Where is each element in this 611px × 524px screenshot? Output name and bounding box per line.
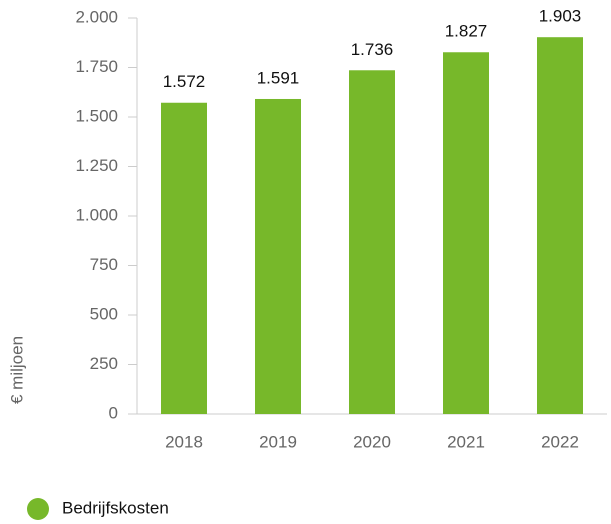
bar bbox=[537, 37, 583, 415]
x-tick-label: 2021 bbox=[447, 432, 485, 451]
x-tick-label: 2019 bbox=[259, 432, 297, 451]
data-label: 1.572 bbox=[163, 72, 206, 91]
y-tick-label: 0 bbox=[109, 403, 118, 422]
y-tick-label: 250 bbox=[90, 354, 118, 373]
y-tick-label: 1.250 bbox=[75, 156, 118, 175]
legend-swatch bbox=[27, 498, 49, 520]
data-label: 1.591 bbox=[257, 68, 300, 87]
data-label: 1.736 bbox=[351, 40, 394, 59]
y-tick-label: 1.750 bbox=[75, 57, 118, 76]
y-tick-label: 2.000 bbox=[75, 7, 118, 26]
data-label: 1.827 bbox=[445, 22, 488, 41]
y-tick-label: 500 bbox=[90, 304, 118, 323]
legend-label: Bedrijfskosten bbox=[62, 498, 169, 517]
bar bbox=[161, 102, 207, 414]
x-tick-label: 2022 bbox=[541, 432, 579, 451]
data-label: 1.903 bbox=[539, 7, 582, 26]
y-tick-label: 1.000 bbox=[75, 205, 118, 224]
y-axis-label: € miljoen bbox=[7, 336, 26, 404]
bar bbox=[255, 98, 301, 415]
bar bbox=[443, 52, 489, 415]
y-tick-label: 1.500 bbox=[75, 106, 118, 125]
x-tick-label: 2020 bbox=[353, 432, 391, 451]
bar bbox=[349, 70, 395, 414]
y-tick-label: 750 bbox=[90, 255, 118, 274]
x-tick-label: 2018 bbox=[165, 432, 203, 451]
